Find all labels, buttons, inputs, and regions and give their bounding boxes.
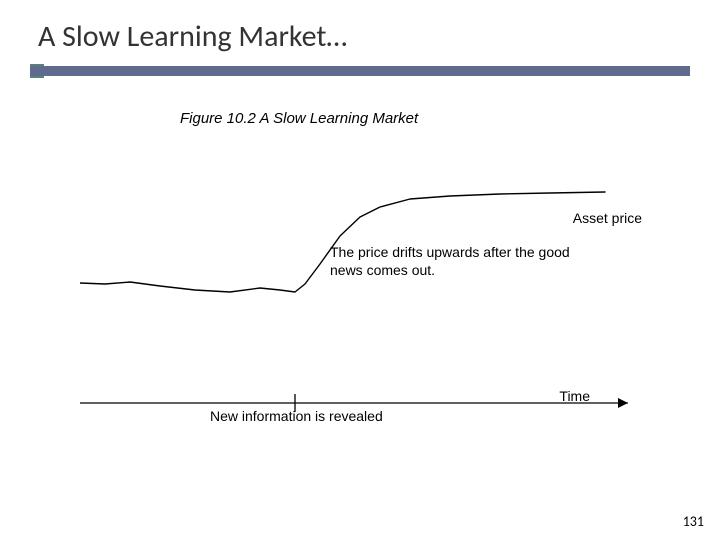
label-annotation: The price drifts upwards after the good … (330, 244, 570, 279)
title-divider (30, 66, 690, 76)
figure-container: Figure 10.2 A Slow Learning Market Asset… (80, 110, 650, 450)
slide-title: A Slow Learning Market… (38, 18, 347, 55)
figure-caption: Figure 10.2 A Slow Learning Market (180, 110, 418, 127)
label-new-info: New information is revealed (210, 408, 383, 424)
page-number: 131 (683, 513, 704, 530)
label-time: Time (559, 388, 590, 404)
label-asset-price: Asset price (573, 210, 642, 226)
time-axis-arrowhead-icon (618, 398, 628, 408)
